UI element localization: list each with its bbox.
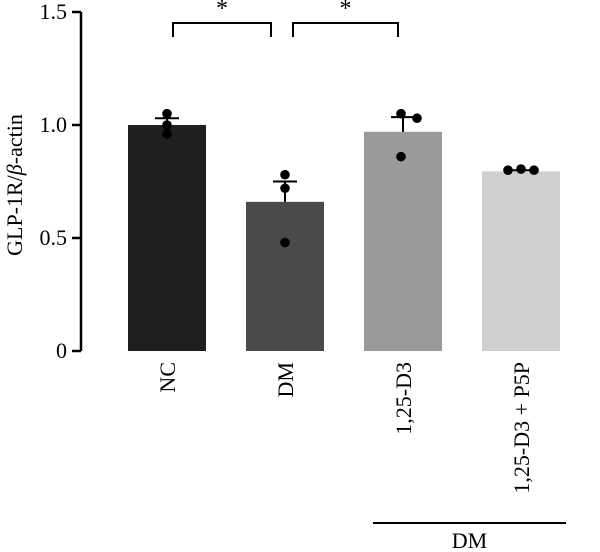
bar	[246, 201, 324, 351]
data-point	[396, 151, 406, 162]
significance-label: *	[340, 0, 352, 22]
x-tick-label: NC	[155, 362, 180, 393]
y-tick-label: 0	[56, 338, 67, 363]
x-tick-label: 1,25-D3 + P5P	[509, 362, 534, 494]
data-point	[529, 165, 539, 175]
group-bracket: DM	[373, 522, 566, 552]
data-point	[503, 165, 513, 175]
x-tick-labels: NC DM 1,25-D3 1,25-D3 + P5P	[155, 362, 534, 494]
data-point	[162, 120, 172, 130]
significance-bracket	[292, 22, 399, 37]
significance-label: *	[216, 0, 228, 22]
data-point	[396, 108, 406, 119]
y-tick-label: 0.5	[40, 225, 68, 250]
x-tick-label: DM	[273, 362, 298, 397]
error-bars	[155, 116, 533, 202]
data-point	[162, 108, 172, 119]
bar	[128, 125, 206, 351]
significance-bracket	[172, 22, 272, 37]
bars	[128, 125, 560, 351]
y-tick-label: 1.0	[40, 112, 68, 137]
data-points	[162, 108, 539, 248]
y-axis: 0 0.5 1.0 1.5	[40, 0, 83, 363]
x-tick-label: 1,25-D3	[391, 362, 416, 435]
bar	[364, 131, 442, 351]
y-axis-title: GLP-1R/β-actin	[2, 114, 27, 256]
data-point	[280, 183, 290, 194]
data-point	[280, 237, 290, 248]
data-point	[516, 164, 526, 174]
group-label: DM	[452, 528, 487, 552]
data-point	[412, 113, 422, 124]
y-tick-label: 1.5	[40, 0, 68, 24]
bar	[482, 171, 560, 351]
data-point	[162, 129, 172, 139]
significance-brackets: * *	[172, 0, 399, 37]
data-point	[280, 169, 290, 180]
